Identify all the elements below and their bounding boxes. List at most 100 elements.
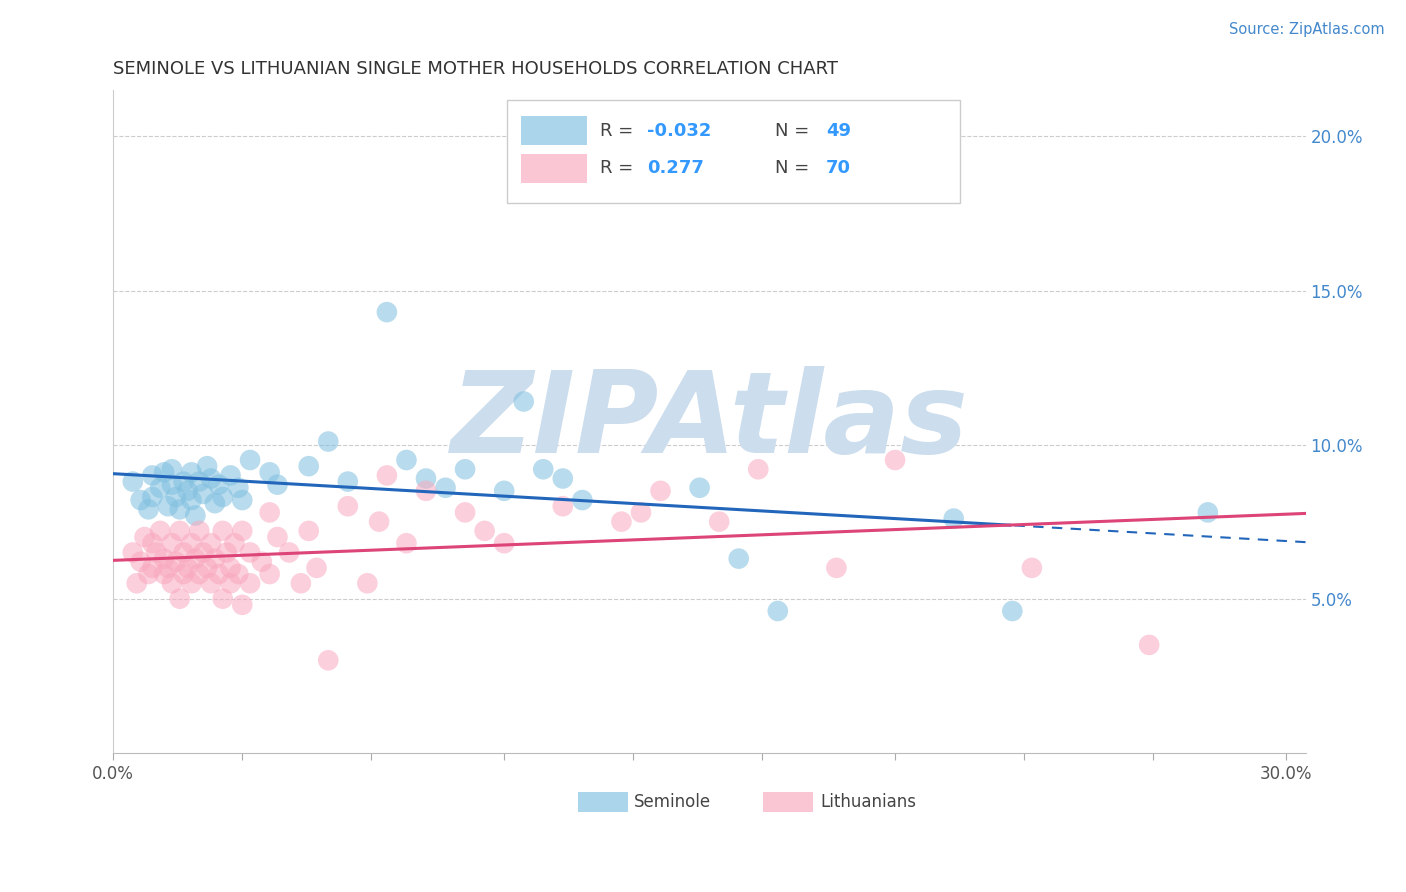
Point (169, 502, 191, 516)
Point (121, 545, 143, 559)
Point (375, 305, 398, 319)
Point (551, 500, 574, 514)
Point (395, 536, 418, 550)
Point (141, 468, 163, 483)
Point (204, 496, 226, 510)
Text: Source: ZipAtlas.com: Source: ZipAtlas.com (1229, 22, 1385, 37)
Point (1021, 561, 1043, 575)
Point (215, 545, 238, 559)
Point (571, 493, 593, 508)
Point (180, 466, 202, 480)
Point (239, 545, 262, 559)
Point (290, 576, 312, 591)
Point (169, 524, 191, 538)
Point (173, 475, 195, 489)
Point (298, 524, 321, 538)
Point (165, 555, 187, 569)
Point (415, 483, 437, 498)
Point (160, 462, 183, 476)
Point (153, 551, 176, 566)
Point (1197, 505, 1219, 519)
Point (195, 561, 218, 575)
FancyBboxPatch shape (506, 100, 960, 202)
Point (259, 466, 281, 480)
Point (356, 576, 378, 591)
Point (208, 567, 231, 582)
Point (208, 477, 231, 491)
Point (316, 434, 339, 449)
Point (415, 471, 437, 485)
Point (531, 462, 554, 476)
Point (305, 561, 328, 575)
Point (125, 576, 148, 591)
Point (180, 576, 202, 591)
Point (689, 481, 711, 495)
Point (149, 481, 172, 495)
Point (884, 453, 907, 467)
Point (184, 508, 207, 523)
Point (231, 598, 253, 612)
Point (224, 536, 246, 550)
Point (180, 493, 202, 508)
Point (259, 505, 281, 519)
Text: R =: R = (600, 121, 638, 140)
Point (129, 493, 152, 508)
Point (219, 561, 242, 575)
Point (228, 481, 250, 495)
Point (727, 551, 749, 566)
Point (239, 576, 262, 591)
Point (747, 462, 769, 476)
FancyBboxPatch shape (578, 792, 628, 813)
Point (266, 530, 288, 544)
Point (160, 536, 183, 550)
Point (173, 545, 195, 559)
Point (942, 511, 965, 525)
Point (512, 394, 534, 409)
Point (707, 515, 730, 529)
Point (138, 567, 160, 582)
Point (474, 524, 496, 538)
Point (149, 524, 172, 538)
Point (193, 487, 215, 501)
Point (1137, 638, 1160, 652)
Text: 49: 49 (827, 121, 851, 140)
Point (153, 466, 176, 480)
Point (266, 477, 288, 491)
Point (454, 505, 477, 519)
Point (145, 545, 167, 559)
Point (494, 483, 516, 498)
Point (188, 567, 211, 582)
Point (259, 567, 281, 582)
Point (200, 471, 222, 485)
Text: Lithuanians: Lithuanians (820, 793, 917, 812)
Point (1001, 604, 1024, 618)
Point (188, 524, 211, 538)
Text: ZIPAtlas: ZIPAtlas (450, 366, 969, 477)
Point (278, 545, 301, 559)
Point (766, 604, 789, 618)
Point (368, 515, 391, 529)
Text: N =: N = (775, 121, 815, 140)
Point (195, 459, 218, 474)
Point (200, 576, 222, 591)
Point (156, 500, 179, 514)
Point (165, 490, 187, 504)
Point (228, 567, 250, 582)
Point (211, 591, 233, 606)
Point (169, 591, 191, 606)
Point (129, 555, 152, 569)
Point (211, 490, 233, 504)
Point (184, 551, 207, 566)
Point (825, 561, 848, 575)
Point (395, 453, 418, 467)
Point (219, 576, 242, 591)
Point (239, 453, 262, 467)
Point (211, 524, 233, 538)
FancyBboxPatch shape (763, 792, 813, 813)
Point (375, 468, 398, 483)
Point (173, 567, 195, 582)
Point (141, 490, 163, 504)
Point (134, 530, 156, 544)
Point (336, 475, 359, 489)
Point (551, 471, 574, 485)
